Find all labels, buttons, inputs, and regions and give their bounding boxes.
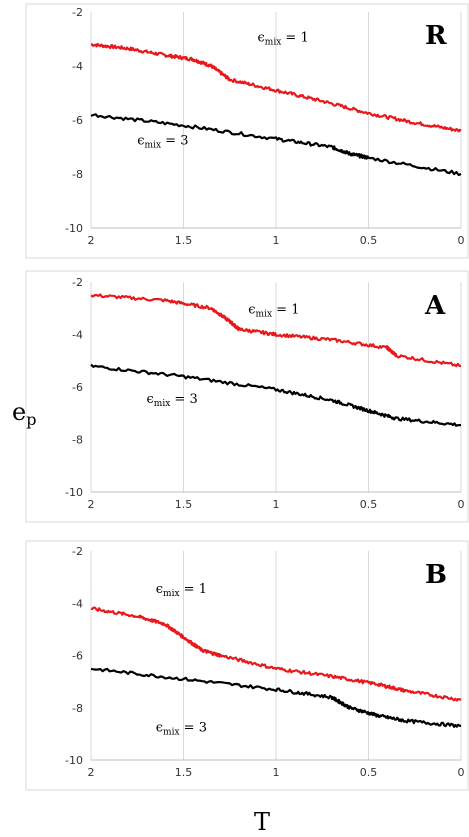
y-tick-label: -10 — [65, 222, 83, 235]
series-line-eps-mix-3 — [90, 113, 462, 177]
x-tick-label: 2 — [88, 234, 95, 247]
x-tick-label: 1.5 — [175, 234, 193, 247]
x-tick-label: 0.5 — [360, 498, 378, 511]
series-label: ϵmix = 1 — [156, 582, 207, 599]
y-tick-label: -6 — [72, 114, 83, 127]
panel-frame — [25, 3, 469, 259]
y-tick-label: -4 — [72, 329, 83, 342]
y-tick-label: -2 — [72, 276, 83, 289]
x-tick-label: 1.5 — [175, 498, 193, 511]
x-tick-label: 1 — [273, 766, 280, 779]
panel-A: 2 1.5 1 0.5 0 -2 -4 -6 -8 -10 ϵmix = 1 ϵmix = 3 A — [25, 270, 469, 523]
x-tick-label: 1 — [273, 234, 280, 247]
series-label: ϵmix = 3 — [137, 133, 188, 150]
series-label: ϵmix = 1 — [258, 31, 309, 48]
x-tick-label: 0.5 — [360, 234, 378, 247]
panel-letter: B — [425, 560, 447, 590]
series-label: ϵmix = 1 — [248, 303, 299, 320]
x-tick-label: 0 — [458, 766, 465, 779]
panels-group: 2 1.5 1 0.5 0 -2 -4 -6 -8 -10 ϵmix = 1 ϵmix = 3 R 2 1.… — [25, 3, 469, 791]
series-label: ϵmix = 3 — [147, 392, 198, 409]
series-line-eps-mix-3 — [90, 363, 461, 427]
x-tick-label: 0 — [458, 498, 465, 511]
y-tick-label: -8 — [72, 434, 83, 447]
x-tick-label: 1.5 — [175, 766, 193, 779]
x-tick-label: 2 — [88, 766, 95, 779]
x-axis-title: T — [254, 808, 270, 836]
series-line-eps-mix-1 — [90, 293, 462, 368]
panel-R: 2 1.5 1 0.5 0 -2 -4 -6 -8 -10 ϵmix = 1 ϵmix = 3 R — [25, 3, 469, 259]
y-tick-label: -2 — [72, 545, 83, 558]
y-tick-label: -8 — [72, 702, 83, 715]
series-line-eps-mix-3 — [90, 667, 462, 728]
y-tick-label: -10 — [65, 486, 83, 499]
y-axis-title: ep — [12, 398, 36, 429]
y-tick-label: -8 — [72, 168, 83, 181]
panel-B: 2 1.5 1 0.5 0 -2 -4 -6 -8 -10 ϵmix = 1 ϵmix = 3 B — [25, 540, 469, 791]
panel-frame — [25, 270, 469, 523]
panel-letter: A — [424, 291, 446, 321]
y-tick-label: -10 — [65, 754, 83, 767]
y-tick-label: -6 — [72, 381, 83, 394]
x-tick-label: 0 — [458, 234, 465, 247]
panel-frame — [25, 540, 469, 791]
x-tick-label: 1 — [273, 498, 280, 511]
x-tick-label: 2 — [88, 498, 95, 511]
y-axis-title-main: e — [12, 398, 26, 426]
panel-letter: R — [425, 21, 447, 51]
series-label: ϵmix = 3 — [156, 720, 207, 737]
series-line-eps-mix-1 — [90, 606, 462, 702]
y-tick-label: -4 — [72, 597, 83, 610]
y-tick-label: -6 — [72, 650, 83, 663]
y-axis-title-sub: p — [26, 410, 36, 429]
y-tick-label: -4 — [72, 60, 83, 73]
y-tick-label: -2 — [72, 6, 83, 19]
series-line-eps-mix-1 — [90, 42, 462, 133]
x-tick-label: 0.5 — [360, 766, 378, 779]
